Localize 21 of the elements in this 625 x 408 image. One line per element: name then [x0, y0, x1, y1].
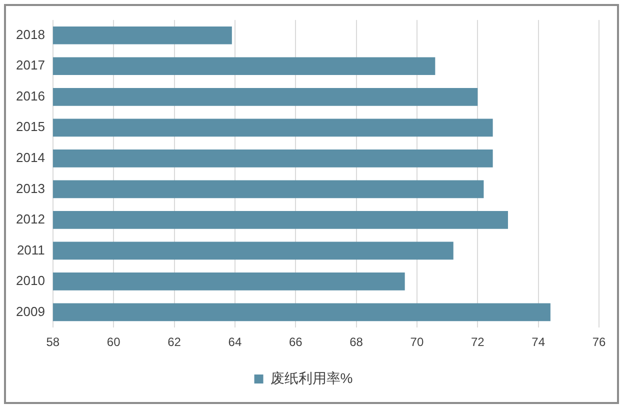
x-tick-label: 66: [288, 335, 303, 350]
x-tick-label: 62: [168, 335, 182, 350]
y-tick-label: 2011: [16, 242, 45, 258]
y-tick-label: 2018: [16, 26, 45, 42]
x-tick-label: 58: [46, 335, 60, 350]
y-tick-label: 2010: [16, 273, 45, 288]
x-tick-label: 74: [532, 335, 546, 350]
y-tick-label: 2014: [16, 150, 45, 165]
y-tick-label: 2012: [16, 212, 45, 227]
x-tick-label: 64: [228, 335, 242, 350]
y-tick-label: 2016: [16, 88, 45, 104]
y-tick-label: 2015: [16, 119, 45, 134]
x-tick-label: 76: [592, 335, 606, 350]
y-tick-label: 2009: [16, 304, 45, 319]
x-tick-label: 60: [106, 335, 121, 350]
y-tick-label: 2013: [16, 180, 45, 196]
x-tick-label: 70: [410, 335, 424, 350]
legend-label: 废纸利用率%: [270, 370, 353, 386]
x-tick-label: 68: [350, 335, 364, 350]
y-tick-label: 2017: [16, 58, 45, 73]
x-tick-label: 72: [470, 335, 485, 350]
